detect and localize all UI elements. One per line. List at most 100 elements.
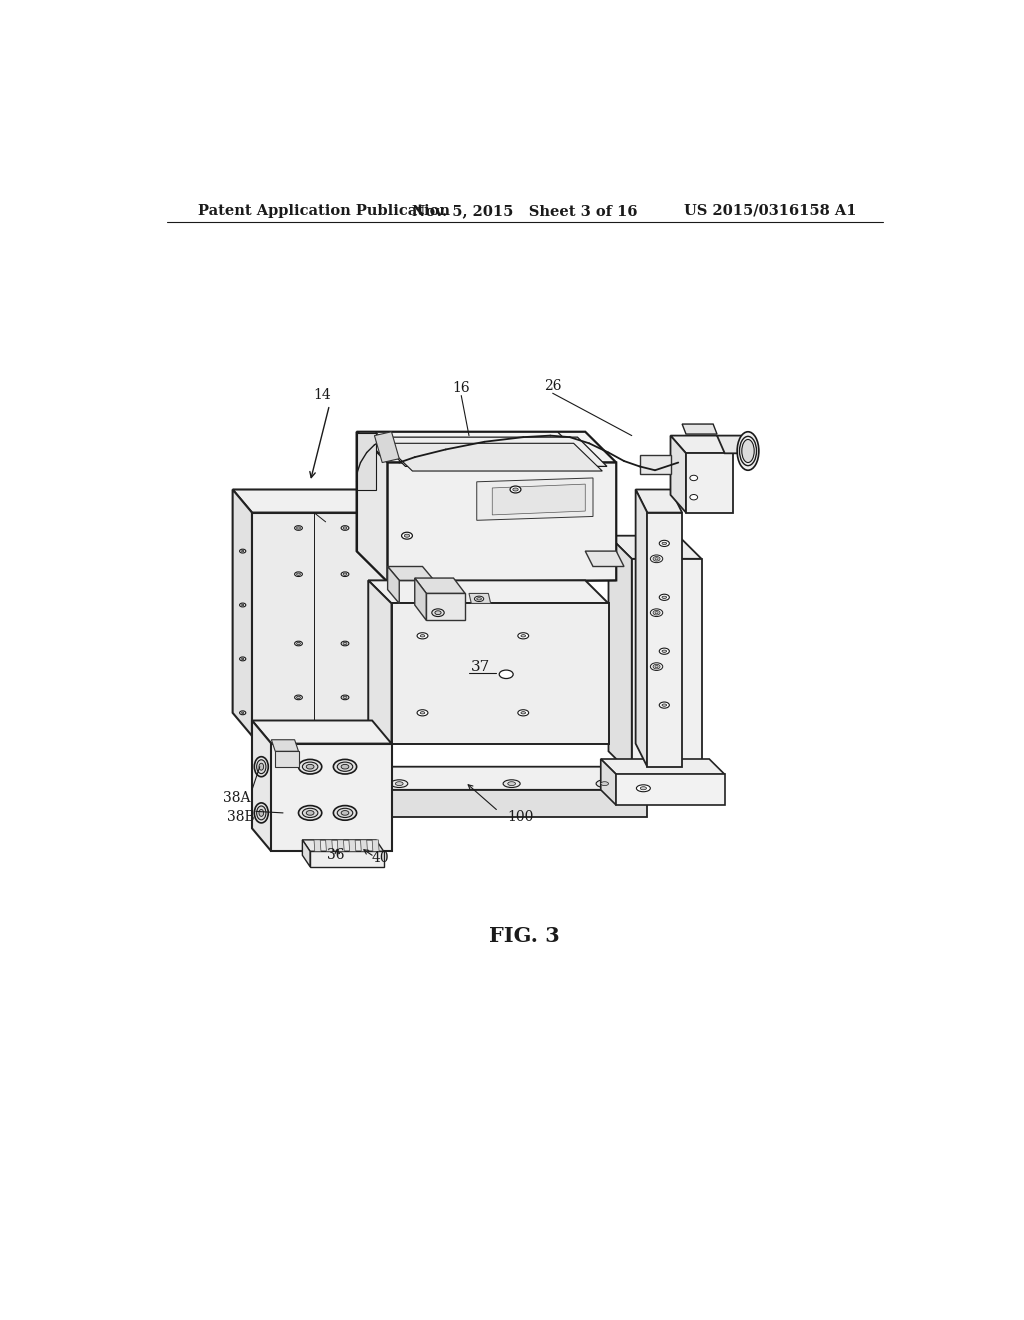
Ellipse shape [341,525,349,531]
Polygon shape [252,512,388,737]
Ellipse shape [295,572,302,577]
Polygon shape [306,767,647,789]
Polygon shape [369,581,391,743]
Ellipse shape [343,527,347,529]
Ellipse shape [254,756,268,776]
Polygon shape [671,436,686,512]
Ellipse shape [741,440,755,462]
Ellipse shape [341,572,349,577]
Ellipse shape [259,809,263,816]
Ellipse shape [242,659,244,660]
Ellipse shape [652,711,657,714]
Polygon shape [372,840,379,851]
Ellipse shape [659,540,670,546]
Ellipse shape [295,642,302,645]
Text: US 2015/0316158 A1: US 2015/0316158 A1 [684,203,856,218]
Ellipse shape [341,642,349,645]
Ellipse shape [665,710,676,715]
Ellipse shape [665,648,676,655]
Polygon shape [469,594,490,603]
Text: 37: 37 [471,660,490,673]
Ellipse shape [510,486,521,492]
Ellipse shape [306,764,314,770]
Ellipse shape [343,573,347,576]
Ellipse shape [500,671,513,678]
Ellipse shape [299,805,322,820]
Ellipse shape [518,710,528,715]
Ellipse shape [655,557,658,560]
Polygon shape [306,767,330,817]
Polygon shape [415,578,465,594]
Ellipse shape [649,586,660,593]
Polygon shape [391,603,608,743]
Ellipse shape [240,711,246,714]
Ellipse shape [518,632,528,639]
Ellipse shape [596,780,613,788]
Ellipse shape [242,605,244,606]
Ellipse shape [257,807,266,820]
Ellipse shape [242,550,244,552]
Ellipse shape [601,781,608,785]
Polygon shape [356,549,616,582]
Ellipse shape [508,781,515,785]
Text: 26: 26 [544,379,561,392]
Ellipse shape [650,554,663,562]
Polygon shape [360,840,368,851]
Ellipse shape [240,549,246,553]
Polygon shape [686,453,732,512]
Ellipse shape [306,810,314,816]
Ellipse shape [257,760,266,774]
Ellipse shape [653,664,660,669]
Polygon shape [608,536,701,558]
Ellipse shape [432,609,444,616]
Ellipse shape [295,696,302,700]
Text: 16: 16 [453,381,470,395]
Polygon shape [640,455,671,474]
Polygon shape [356,432,388,582]
Text: Patent Application Publication: Patent Application Publication [198,203,450,218]
Polygon shape [271,743,391,851]
Ellipse shape [650,663,663,671]
Text: 100: 100 [508,809,535,824]
Ellipse shape [690,495,697,500]
Ellipse shape [334,805,356,820]
Polygon shape [232,490,388,512]
Ellipse shape [513,488,518,491]
Ellipse shape [653,557,660,561]
Ellipse shape [240,603,246,607]
Ellipse shape [417,632,428,639]
Polygon shape [477,478,593,520]
Ellipse shape [652,649,657,653]
Ellipse shape [334,759,356,774]
Polygon shape [310,851,384,867]
Ellipse shape [640,787,646,789]
Ellipse shape [395,781,403,785]
Polygon shape [302,840,310,867]
Ellipse shape [662,649,667,652]
Polygon shape [388,566,434,581]
Ellipse shape [297,573,300,576]
Ellipse shape [690,475,697,480]
Ellipse shape [659,594,670,601]
Polygon shape [337,840,344,851]
Text: 38A: 38A [223,791,251,804]
Polygon shape [647,512,682,767]
Text: FIG. 3: FIG. 3 [489,927,560,946]
Polygon shape [601,759,616,805]
Polygon shape [426,594,465,620]
Ellipse shape [297,527,300,529]
Polygon shape [232,490,252,737]
Ellipse shape [737,432,759,470]
Ellipse shape [401,532,413,539]
Polygon shape [376,437,607,466]
Ellipse shape [420,635,425,638]
Ellipse shape [636,785,650,792]
Ellipse shape [417,710,428,715]
Ellipse shape [649,648,660,655]
Ellipse shape [652,589,657,591]
Ellipse shape [259,763,263,770]
Polygon shape [636,490,682,512]
Polygon shape [314,840,321,851]
Ellipse shape [299,759,322,774]
Ellipse shape [655,611,658,614]
